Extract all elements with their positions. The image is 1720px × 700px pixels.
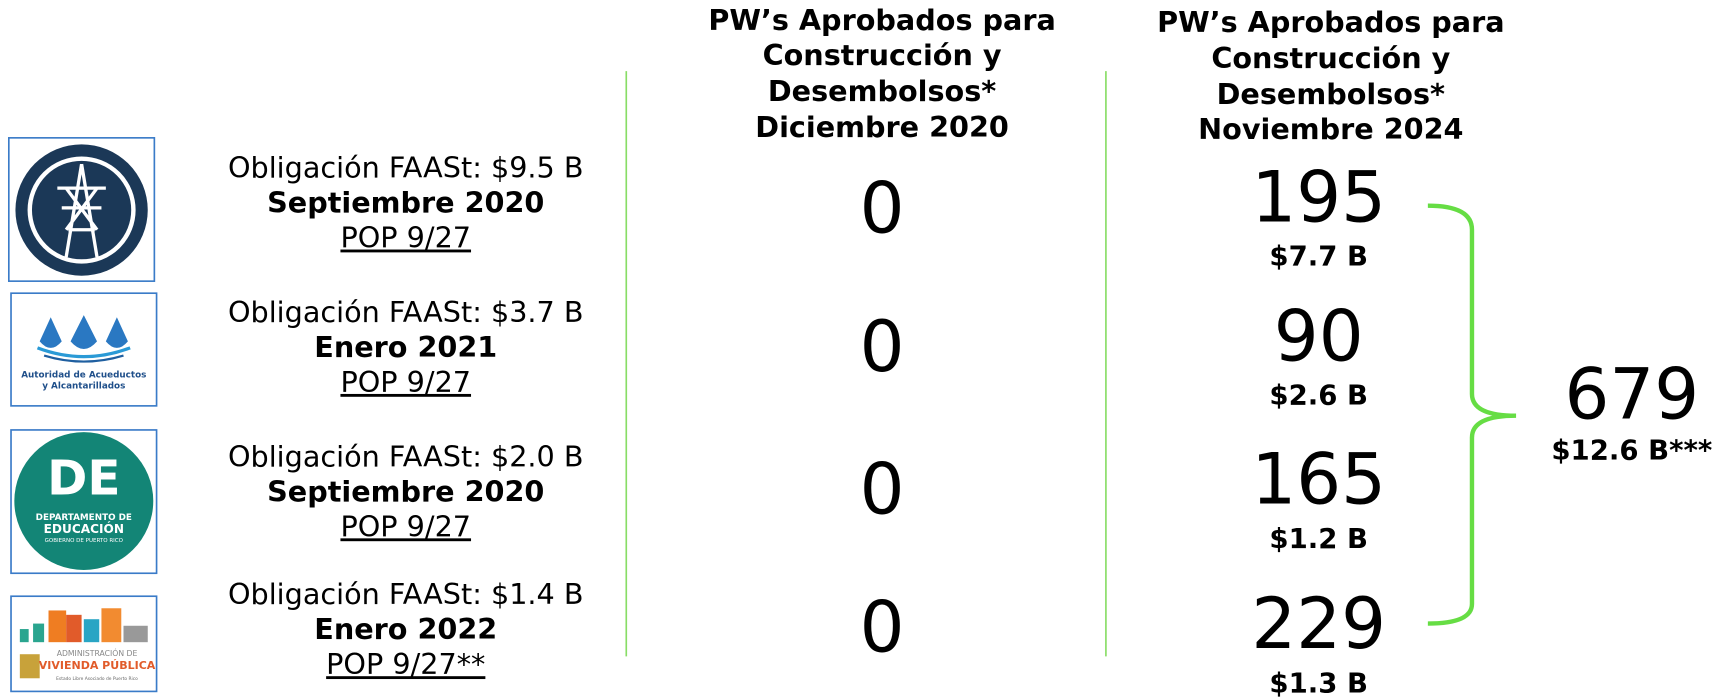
- logo-aee: [15, 144, 148, 276]
- logo-frame: [7, 137, 156, 282]
- pop: POP 9/27: [340, 365, 471, 399]
- logo-text: Autoridad de Acueductos: [21, 371, 146, 381]
- column-header: Construcción y: [763, 38, 1002, 72]
- column-header: PW’s Aprobados para: [708, 3, 1055, 37]
- logo-text: DEPARTAMENTO DE: [36, 513, 132, 523]
- date: Enero 2021: [314, 330, 497, 364]
- count-2024: 195: [1251, 157, 1386, 239]
- date: Septiembre 2020: [267, 474, 544, 508]
- logo-text: ADMINISTRACIÓN DE: [57, 649, 138, 658]
- total-amount: $12.6 B***: [1551, 435, 1712, 466]
- date: Septiembre 2020: [267, 186, 544, 220]
- logo-text: EDUCACIÓN: [44, 521, 124, 536]
- column-header: Diciembre 2020: [755, 110, 1009, 144]
- obligation: Obligación FAASt: $1.4 B: [228, 577, 584, 611]
- total-count: 679: [1565, 354, 1700, 436]
- date: Enero 2022: [314, 612, 497, 646]
- obligation: Obligación FAASt: $2.0 B: [228, 439, 584, 473]
- count-2024: 229: [1251, 583, 1386, 665]
- column-header: Construcción y: [1211, 41, 1450, 75]
- amount-2024: $1.3 B: [1269, 668, 1368, 699]
- bracket: [1427, 203, 1517, 626]
- amount-2024: $7.7 B: [1269, 242, 1368, 273]
- obligation: Obligación FAASt: $3.7 B: [228, 295, 584, 329]
- pop: POP 9/27**: [326, 647, 485, 681]
- count-2024: 165: [1251, 439, 1386, 521]
- logo-avp: ADMINISTRACIÓN DE VIVIENDA PÚBLICA Estad…: [19, 608, 156, 682]
- logo-frame: [10, 595, 158, 693]
- logo-text: VIVIENDA PÚBLICA: [39, 659, 156, 672]
- count-2024: 90: [1274, 296, 1364, 378]
- column-header: PW’s Aprobados para: [1157, 5, 1504, 39]
- logo-text: Estado Libre Asociado de Puerto Rico: [56, 676, 138, 682]
- column-header: Desembolsos*: [768, 74, 996, 108]
- logo-text: GOBIERNO DE PUERTO RICO: [45, 538, 124, 544]
- column-header: Desembolsos*: [1217, 77, 1445, 111]
- logo-text: y Alcantarillados: [42, 382, 125, 392]
- count-2020: 0: [860, 587, 905, 669]
- logo-frame: [10, 292, 158, 407]
- logo-de: DE DEPARTAMENTO DE EDUCACIÓN GOBIERNO DE…: [14, 432, 154, 570]
- logo-text: DE: [47, 450, 120, 506]
- pop: POP 9/27: [340, 221, 471, 255]
- logo-aaa: Autoridad de Acueductos y Alcantarillado…: [21, 315, 146, 392]
- count-2020: 0: [860, 449, 905, 531]
- logo-frame: [10, 429, 158, 575]
- amount-2024: $2.6 B: [1269, 381, 1368, 412]
- obligation: Obligación FAASt: $9.5 B: [228, 151, 584, 185]
- count-2020: 0: [860, 306, 905, 388]
- count-2020: 0: [860, 168, 905, 250]
- column-header: Noviembre 2024: [1198, 112, 1463, 146]
- pop: POP 9/27: [340, 509, 471, 543]
- amount-2024: $1.2 B: [1269, 524, 1368, 555]
